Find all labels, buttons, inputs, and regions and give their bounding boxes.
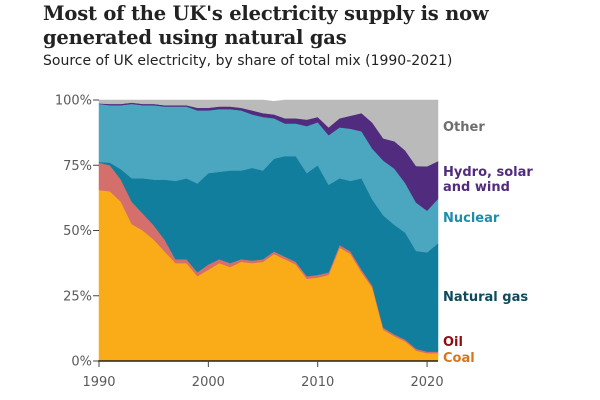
chart-title: Most of the UK's electricity supply is n… — [43, 2, 489, 49]
chart-subtitle: Source of UK electricity, by share of to… — [43, 53, 453, 69]
x-tick-label: 2020 — [411, 375, 444, 390]
legend-label-coal: Coal — [443, 351, 475, 366]
y-tick-label: 25% — [63, 289, 92, 304]
legend-label-hydro-solar-and-wind: Hydro, solar and wind — [443, 165, 533, 195]
legend-label-other: Other — [443, 120, 485, 135]
area-other — [98, 99, 439, 167]
x-tick-label: 1990 — [82, 375, 115, 390]
legend: Other Hydro, solar and wind Nuclear Natural … — [443, 120, 533, 366]
x-tick-label: 2000 — [192, 375, 225, 390]
x-tick-label: 2010 — [301, 375, 334, 390]
y-tick-label: 50% — [63, 224, 92, 239]
legend-label-oil: Oil — [443, 335, 463, 350]
axes: 0% 25% 50% 75% 100% 1990 2000 2010 2020 — [55, 94, 444, 391]
legend-label-nuclear: Nuclear — [443, 211, 500, 226]
y-tick-label: 75% — [63, 159, 92, 174]
legend-label-natural-gas: Natural gas — [443, 290, 528, 305]
y-tick-label: 100% — [55, 94, 92, 109]
area-layers — [98, 99, 439, 362]
y-tick-label: 0% — [71, 355, 92, 370]
